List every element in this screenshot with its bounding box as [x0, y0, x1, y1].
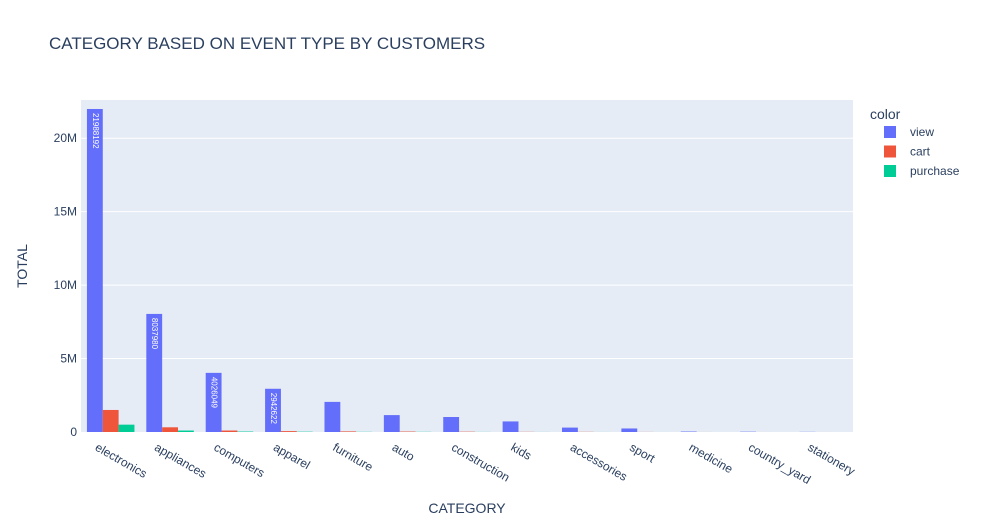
- y-tick-label: 0: [70, 425, 77, 439]
- bar-cart-furniture: [340, 431, 357, 432]
- y-tick-label: 15M: [54, 205, 77, 219]
- bar-view-auto: [383, 415, 400, 432]
- x-tick-label: furniture: [330, 440, 375, 474]
- x-tick-label: sport: [627, 440, 658, 466]
- bar-view-computers: [205, 372, 222, 432]
- x-tick-label: electronics: [93, 440, 150, 481]
- bar-view-accessories: [562, 427, 578, 432]
- x-tick-label: auto: [390, 440, 418, 464]
- bar-data-label: 4026049: [210, 377, 219, 409]
- legend-swatch-cart: [884, 145, 896, 158]
- legend-label-purchase: purchase: [910, 164, 960, 178]
- bar-cart-computers: [221, 430, 238, 432]
- bar-cart-appliances: [162, 427, 178, 432]
- bar-data-label: 8037980: [150, 318, 159, 350]
- x-tick-label: computers: [212, 440, 268, 480]
- y-tick-label: 10M: [54, 278, 77, 292]
- x-axis-title: CATEGORY: [428, 500, 506, 516]
- bar-purchase-appliances: [177, 430, 194, 432]
- bar-view-sport: [621, 428, 638, 432]
- gridlines: [81, 137, 853, 360]
- legend-swatch-view: [884, 126, 896, 138]
- y-tick-label: 5M: [60, 352, 77, 366]
- bar-view-electronics: [86, 108, 103, 433]
- bar-data-label: 21988192: [91, 113, 100, 149]
- bar-view-furniture: [324, 401, 341, 432]
- bar-purchase-electronics: [118, 424, 135, 432]
- bar-view-construction: [443, 417, 460, 432]
- bar-view-appliances: [146, 313, 163, 432]
- plot-area: [81, 100, 853, 432]
- legend-swatch-purchase: [884, 165, 896, 177]
- y-axis-title: TOTAL: [14, 244, 30, 288]
- bar-cart-electronics: [102, 409, 119, 432]
- x-axis-ticks: electronics appliances computers apparel fur…: [93, 440, 858, 487]
- legend-label-cart: cart: [910, 145, 931, 159]
- chart-title: CATEGORY BASED ON EVENT TYPE BY CUSTOMER…: [49, 34, 486, 53]
- legend: color view cart purchase: [870, 106, 960, 178]
- y-tick-label: 20M: [54, 131, 77, 145]
- x-tick-label: accessories: [568, 440, 630, 484]
- x-tick-label: kids: [508, 440, 533, 463]
- x-tick-label: apparel: [271, 440, 313, 472]
- bar-data-label: 2942622: [269, 393, 278, 425]
- x-tick-label: construction: [449, 440, 512, 484]
- legend-label-view: view: [910, 125, 934, 139]
- bar-cart-apparel: [280, 431, 297, 432]
- x-tick-label: country_yard: [746, 440, 813, 487]
- x-tick-label: medicine: [687, 440, 736, 476]
- x-tick-label: stationery: [805, 440, 857, 478]
- bar-view-kids: [502, 421, 519, 432]
- x-tick-label: appliances: [152, 440, 209, 481]
- bars: 21988192 8037980 4026049 2942622: [86, 108, 848, 433]
- legend-title: color: [870, 106, 901, 122]
- y-axis-ticks: 0 5M 10M 15M 20M: [54, 131, 78, 439]
- bar-view-apparel: [265, 388, 281, 432]
